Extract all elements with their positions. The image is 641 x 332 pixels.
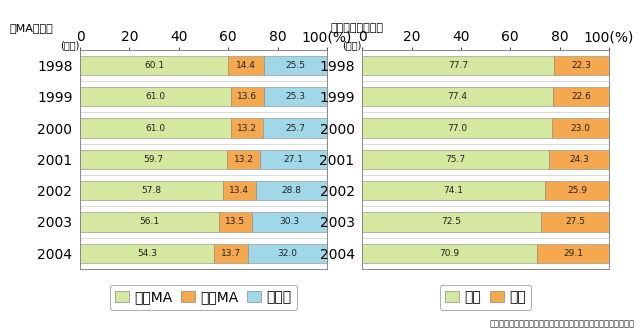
Text: 70.9: 70.9 xyxy=(440,249,460,258)
Bar xyxy=(228,56,264,75)
Text: 77.7: 77.7 xyxy=(448,61,468,70)
Text: 61.0: 61.0 xyxy=(146,92,165,101)
Text: 74.1: 74.1 xyxy=(444,186,463,195)
Bar xyxy=(553,87,609,107)
Text: 14.4: 14.4 xyxy=(237,61,256,70)
Text: 27.1: 27.1 xyxy=(283,155,303,164)
Text: 60.1: 60.1 xyxy=(144,61,164,70)
Bar xyxy=(80,244,214,263)
Bar xyxy=(80,56,228,75)
Text: 13.7: 13.7 xyxy=(221,249,241,258)
Text: 13.2: 13.2 xyxy=(234,155,254,164)
Text: 13.2: 13.2 xyxy=(237,124,257,132)
Bar xyxy=(549,150,609,169)
Bar xyxy=(80,87,231,107)
Text: 24.3: 24.3 xyxy=(569,155,589,164)
Text: 32.0: 32.0 xyxy=(278,249,297,258)
Text: 13.4: 13.4 xyxy=(229,186,249,195)
Text: 77.0: 77.0 xyxy=(447,124,467,132)
Bar xyxy=(223,181,256,201)
Text: 72.5: 72.5 xyxy=(442,217,462,226)
Text: 56.1: 56.1 xyxy=(139,217,160,226)
Text: 75.7: 75.7 xyxy=(445,155,465,164)
Text: 25.9: 25.9 xyxy=(567,186,587,195)
Text: 59.7: 59.7 xyxy=(144,155,164,164)
Text: (年度): (年度) xyxy=(60,40,80,50)
Bar xyxy=(362,244,537,263)
Bar xyxy=(541,212,609,232)
Text: 29.1: 29.1 xyxy=(563,249,583,258)
Bar xyxy=(362,212,541,232)
Bar xyxy=(80,118,231,138)
Bar xyxy=(537,244,609,263)
Bar xyxy=(80,212,219,232)
Bar xyxy=(256,181,327,201)
Bar xyxy=(264,87,327,107)
Bar xyxy=(260,150,327,169)
Text: 77.4: 77.4 xyxy=(447,92,468,101)
Bar xyxy=(552,118,609,138)
Text: 25.7: 25.7 xyxy=(285,124,305,132)
Bar xyxy=(80,181,223,201)
Bar xyxy=(264,56,327,75)
Bar xyxy=(263,118,327,138)
Text: 28.8: 28.8 xyxy=(281,186,301,195)
Text: (年度): (年度) xyxy=(342,40,362,50)
Bar xyxy=(545,181,609,201)
Bar xyxy=(362,56,554,75)
Bar xyxy=(362,150,549,169)
Bar xyxy=(214,244,248,263)
Bar xyxy=(554,56,609,75)
Text: 61.0: 61.0 xyxy=(146,124,165,132)
Text: 13.5: 13.5 xyxy=(225,217,246,226)
Bar xyxy=(362,181,545,201)
Bar xyxy=(248,244,327,263)
Text: 13.6: 13.6 xyxy=(237,92,258,101)
Bar xyxy=(231,118,263,138)
Text: 57.8: 57.8 xyxy=(142,186,162,195)
Text: 30.3: 30.3 xyxy=(279,217,299,226)
Text: 【都道府県単位】: 【都道府県単位】 xyxy=(330,23,383,33)
Text: 総務省「トラヒックからみた我が国の通信利用状況」により作成: 総務省「トラヒックからみた我が国の通信利用状況」により作成 xyxy=(490,320,635,329)
Bar xyxy=(80,150,228,169)
Bar xyxy=(252,212,327,232)
Text: 23.0: 23.0 xyxy=(570,124,590,132)
Text: 27.5: 27.5 xyxy=(565,217,585,226)
Bar xyxy=(362,118,552,138)
Text: 【MA単位】: 【MA単位】 xyxy=(10,23,53,33)
Bar xyxy=(219,212,252,232)
Bar xyxy=(228,150,260,169)
Text: 25.5: 25.5 xyxy=(285,61,306,70)
Bar xyxy=(231,87,264,107)
Text: 25.3: 25.3 xyxy=(285,92,306,101)
Legend: 県内, 県外: 県内, 県外 xyxy=(440,285,531,310)
Legend: 同一MA, 隣接MA, その他: 同一MA, 隣接MA, その他 xyxy=(110,285,297,310)
Bar xyxy=(362,87,553,107)
Text: 54.3: 54.3 xyxy=(137,249,157,258)
Text: 22.3: 22.3 xyxy=(572,61,592,70)
Text: 22.6: 22.6 xyxy=(571,92,591,101)
